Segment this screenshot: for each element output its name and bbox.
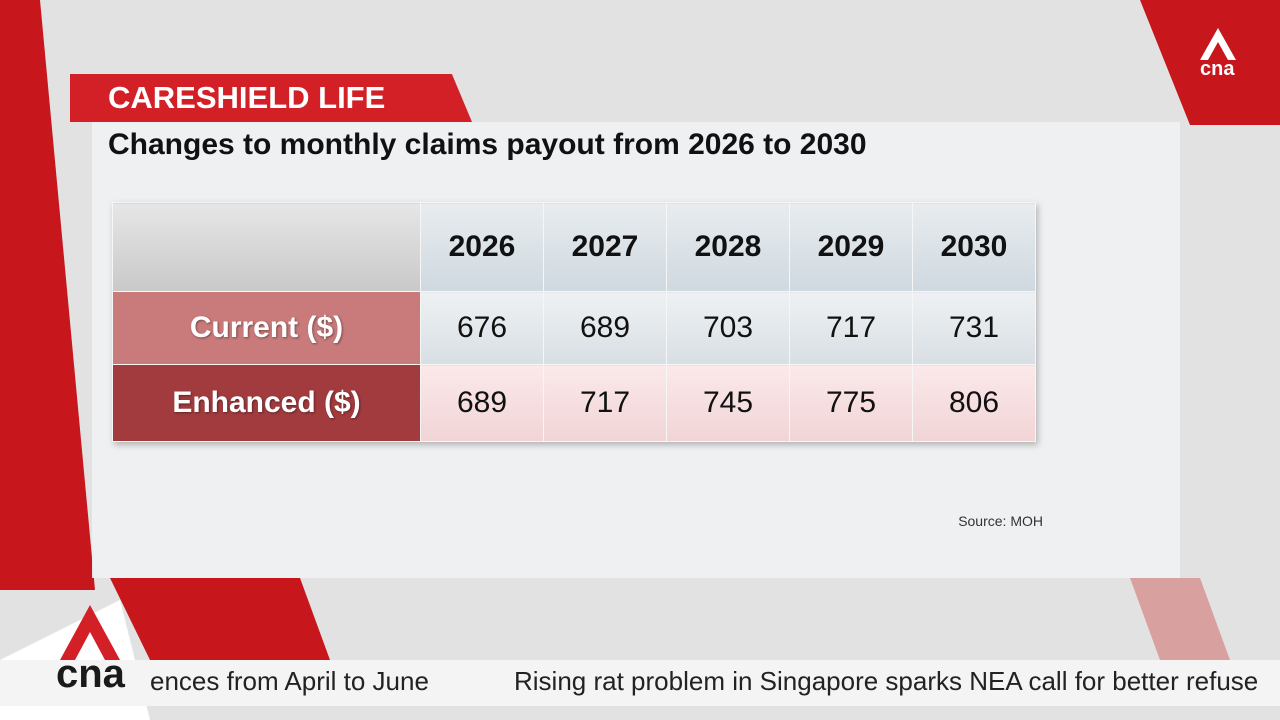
ticker-bar	[0, 660, 1280, 706]
table-row: Current ($) 676 689 703 717 731	[112, 291, 1036, 365]
table: 2026 2027 2028 2029 2030 Current ($) 676 689 703…	[112, 202, 1036, 442]
tag: CARESHIELD LIFE	[70, 74, 472, 122]
column-header: 2027	[543, 202, 667, 292]
row-label: Enhanced ($)	[112, 364, 421, 442]
header-row: 2026 2027 2028 2029 2030	[112, 202, 1036, 292]
ticker-text: Rising rat problem in Singapore sparks N…	[514, 666, 1259, 696]
logo: cna	[1200, 58, 1235, 80]
corner-cell	[112, 202, 421, 292]
column-header: 2029	[789, 202, 913, 292]
cell: 689	[420, 364, 544, 442]
cell: 676	[420, 291, 544, 365]
cell: 745	[666, 364, 790, 442]
red-stripe	[0, 0, 95, 590]
logo-mark	[60, 605, 120, 660]
title: Changes to monthly claims payout from 20…	[108, 128, 867, 161]
column-header: 2028	[666, 202, 790, 292]
cell: 806	[912, 364, 1036, 442]
ticker-text: ences from April to June	[150, 666, 429, 696]
cell: 689	[543, 291, 667, 365]
logo: cna	[56, 652, 125, 696]
cell: 775	[789, 364, 913, 442]
red-stripe	[1140, 0, 1280, 125]
cell: 731	[912, 291, 1036, 365]
cell: 717	[543, 364, 667, 442]
row-label: Current ($)	[112, 291, 421, 365]
logo-mark	[1200, 28, 1236, 60]
cell: 703	[666, 291, 790, 365]
red-stripe	[110, 578, 330, 660]
table-row: Enhanced ($) 689 717 745 775 806	[112, 364, 1036, 442]
table-body: Current ($) 676 689 703 717 731 Enhanced ($) 68…	[112, 291, 1036, 442]
source: Source: MOH	[958, 513, 1043, 529]
cell: 717	[789, 291, 913, 365]
red-stripe	[1130, 578, 1230, 660]
column-header: 2030	[912, 202, 1036, 292]
column-header: 2026	[420, 202, 544, 292]
